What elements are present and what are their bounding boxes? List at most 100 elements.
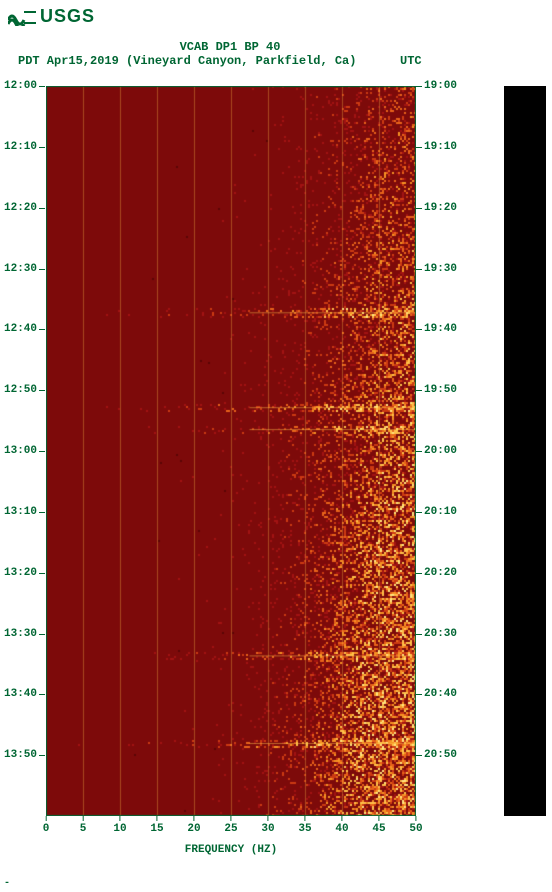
y-tick-left: 12:00 bbox=[4, 81, 45, 92]
x-tick: 30 bbox=[261, 816, 274, 835]
tick-mark bbox=[341, 816, 342, 821]
tick-label: 19:00 bbox=[424, 81, 457, 92]
tick-mark bbox=[416, 329, 422, 330]
tick-mark bbox=[378, 816, 379, 821]
tick-mark bbox=[193, 816, 194, 821]
y-tick-right: 20:00 bbox=[416, 446, 457, 457]
tick-mark bbox=[39, 390, 45, 391]
y-tick-left: 12:40 bbox=[4, 324, 45, 335]
y-tick-right: 20:20 bbox=[416, 568, 457, 579]
y-tick-left: 12:20 bbox=[4, 203, 45, 214]
tick-label: 15 bbox=[150, 823, 163, 835]
y-tick-right: 20:10 bbox=[416, 507, 457, 518]
y-tick-right: 19:50 bbox=[416, 385, 457, 396]
tick-mark bbox=[119, 816, 120, 821]
tick-mark bbox=[416, 634, 422, 635]
spectrogram-plot bbox=[46, 86, 416, 816]
tick-label: 5 bbox=[80, 823, 87, 835]
tick-mark bbox=[39, 451, 45, 452]
y-tick-left: 12:10 bbox=[4, 142, 45, 153]
tick-label: 19:20 bbox=[424, 203, 457, 214]
tick-mark bbox=[39, 147, 45, 148]
tick-mark bbox=[416, 390, 422, 391]
tick-label: 13:30 bbox=[4, 629, 37, 640]
tick-mark bbox=[416, 694, 422, 695]
y-tick-right: 19:20 bbox=[416, 203, 457, 214]
tick-mark bbox=[416, 573, 422, 574]
footer-mark: - bbox=[4, 878, 10, 889]
tick-label: 13:50 bbox=[4, 750, 37, 761]
x-tick: 20 bbox=[187, 816, 200, 835]
x-tick: 5 bbox=[80, 816, 87, 835]
tick-mark bbox=[39, 86, 45, 87]
tick-label: 13:10 bbox=[4, 507, 37, 518]
y-tick-right: 19:40 bbox=[416, 324, 457, 335]
x-tick: 15 bbox=[150, 816, 163, 835]
y-tick-right: 20:30 bbox=[416, 629, 457, 640]
logo-text: USGS bbox=[40, 6, 95, 27]
tick-label: 13:20 bbox=[4, 568, 37, 579]
tick-label: 10 bbox=[113, 823, 126, 835]
y-tick-right: 19:00 bbox=[416, 81, 457, 92]
tick-mark bbox=[416, 451, 422, 452]
tick-label: 13:00 bbox=[4, 446, 37, 457]
tick-mark bbox=[416, 512, 422, 513]
colorbar bbox=[504, 86, 546, 816]
tick-label: 19:30 bbox=[424, 264, 457, 275]
spectrogram-canvas bbox=[46, 86, 416, 816]
tick-mark bbox=[39, 634, 45, 635]
tick-mark bbox=[39, 573, 45, 574]
tick-mark bbox=[39, 755, 45, 756]
tick-mark bbox=[416, 208, 422, 209]
y-tick-right: 19:30 bbox=[416, 264, 457, 275]
y-tick-left: 12:50 bbox=[4, 385, 45, 396]
tick-label: 40 bbox=[335, 823, 348, 835]
tick-mark bbox=[416, 147, 422, 148]
tick-mark bbox=[39, 512, 45, 513]
tick-label: 20:20 bbox=[424, 568, 457, 579]
usgs-logo: USGS bbox=[8, 6, 95, 27]
tick-mark bbox=[39, 208, 45, 209]
tick-label: 19:40 bbox=[424, 324, 457, 335]
tick-mark bbox=[82, 816, 83, 821]
tick-mark bbox=[416, 86, 422, 87]
tick-label: 12:50 bbox=[4, 385, 37, 396]
tick-label: 19:10 bbox=[424, 142, 457, 153]
x-tick: 35 bbox=[298, 816, 311, 835]
tick-label: 50 bbox=[409, 823, 422, 835]
tick-mark bbox=[415, 816, 416, 821]
tick-label: 13:40 bbox=[4, 689, 37, 700]
tick-label: 12:30 bbox=[4, 264, 37, 275]
x-tick: 40 bbox=[335, 816, 348, 835]
tick-label: 20:50 bbox=[424, 750, 457, 761]
y-tick-left: 13:20 bbox=[4, 568, 45, 579]
x-tick: 10 bbox=[113, 816, 126, 835]
y-tick-right: 20:40 bbox=[416, 689, 457, 700]
tick-label: 20:30 bbox=[424, 629, 457, 640]
tick-label: 20:00 bbox=[424, 446, 457, 457]
tick-label: 12:20 bbox=[4, 203, 37, 214]
tick-label: 0 bbox=[43, 823, 50, 835]
page-root: USGS VCAB DP1 BP 40 PDT Apr15,2019 (Vine… bbox=[0, 0, 552, 892]
tick-label: 45 bbox=[372, 823, 385, 835]
tick-mark bbox=[39, 694, 45, 695]
x-tick: 25 bbox=[224, 816, 237, 835]
tick-mark bbox=[416, 269, 422, 270]
tick-label: 35 bbox=[298, 823, 311, 835]
tick-mark bbox=[230, 816, 231, 821]
tick-mark bbox=[304, 816, 305, 821]
y-tick-left: 13:30 bbox=[4, 629, 45, 640]
y-tick-right: 20:50 bbox=[416, 750, 457, 761]
y-tick-left: 13:10 bbox=[4, 507, 45, 518]
tick-mark bbox=[267, 816, 268, 821]
x-tick: 50 bbox=[409, 816, 422, 835]
tick-label: 20:40 bbox=[424, 689, 457, 700]
y-tick-left: 13:50 bbox=[4, 750, 45, 761]
x-tick: 0 bbox=[43, 816, 50, 835]
tick-label: 20:10 bbox=[424, 507, 457, 518]
tick-mark bbox=[45, 816, 46, 821]
wave-icon bbox=[8, 8, 36, 26]
y-tick-left: 13:00 bbox=[4, 446, 45, 457]
chart-subtitle: PDT Apr15,2019 (Vineyard Canyon, Parkfie… bbox=[18, 54, 356, 68]
tick-label: 25 bbox=[224, 823, 237, 835]
